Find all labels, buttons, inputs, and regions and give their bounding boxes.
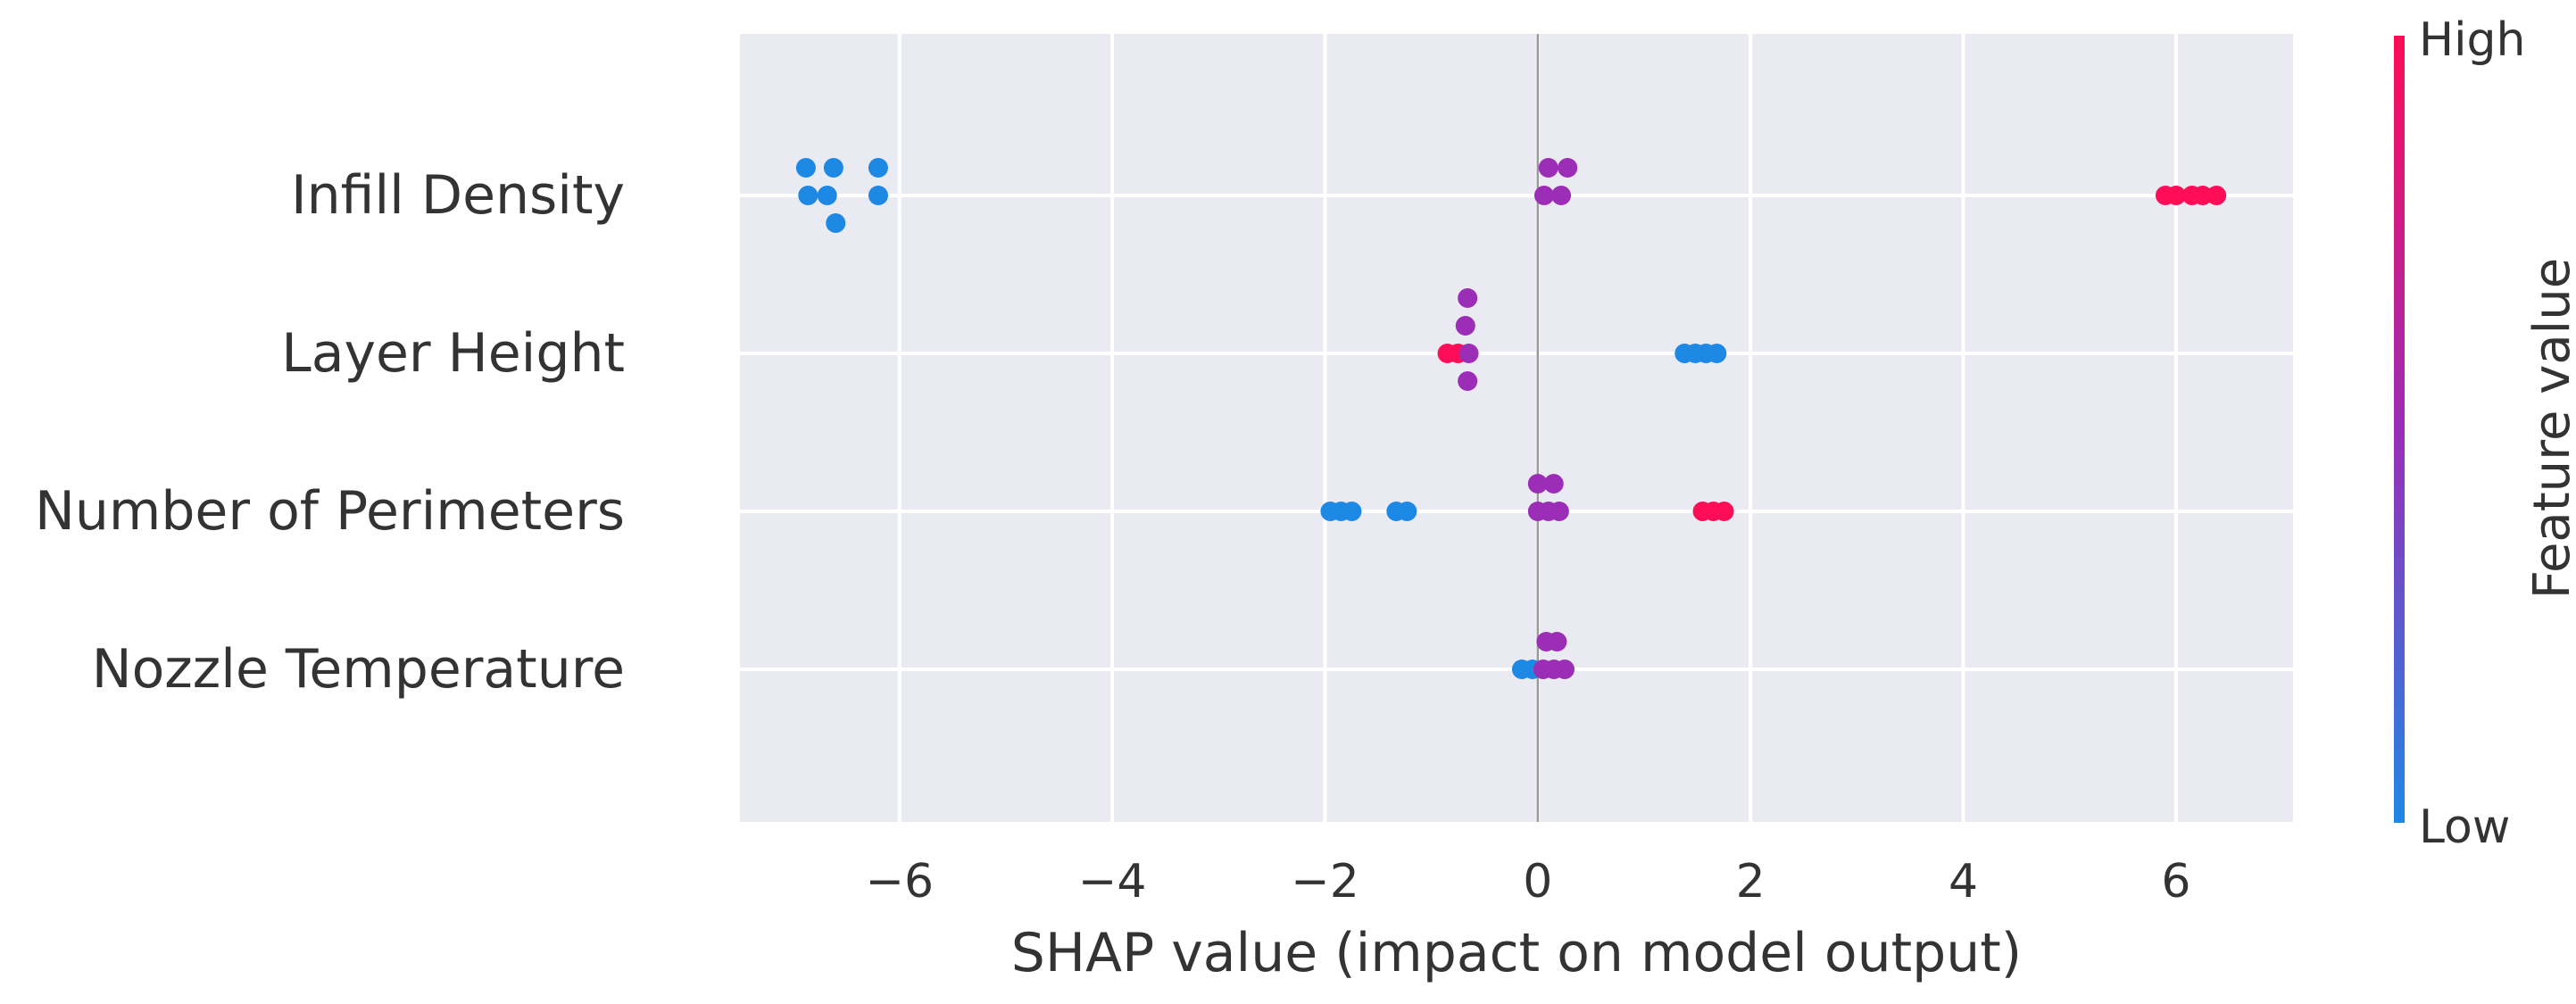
colorbar-title: Feature value (2523, 258, 2576, 599)
shap-point (2165, 186, 2186, 205)
shap-point (1458, 288, 1478, 308)
x-tick-labels: −6 −4 −2 0 2 4 6 (865, 855, 2190, 909)
feature-label: Infill Density (291, 164, 625, 227)
shap-point (1458, 371, 1478, 391)
x-axis-label: SHAP value (impact on model output) (1011, 922, 2022, 984)
shap-point (1397, 502, 1417, 521)
shap-point (1543, 474, 1564, 494)
shap-point (826, 213, 846, 233)
shap-point (1538, 158, 1558, 178)
x-tick-label: −6 (865, 855, 934, 909)
shap-point (1455, 316, 1475, 336)
shap-point (1558, 158, 1578, 178)
shap-point (798, 186, 819, 205)
shap-point (817, 186, 837, 205)
x-tick-label: −2 (1291, 855, 1359, 909)
shap-point (1714, 502, 1734, 521)
x-tick-label: −4 (1078, 855, 1147, 909)
shap-point (1458, 344, 1479, 363)
shap-point (1549, 502, 1569, 521)
x-tick-label: 4 (1949, 855, 1978, 909)
shap-point (1554, 660, 1575, 679)
feature-label: Layer Height (281, 322, 625, 385)
feature-label: Nozzle Temperature (92, 638, 625, 701)
plot-area (740, 34, 2293, 822)
shap-point (795, 158, 816, 178)
colorbar-high-label: High (2419, 13, 2526, 67)
shap-point (2206, 186, 2227, 205)
shap-point (1533, 186, 1554, 205)
colorbar-low-label: Low (2419, 801, 2510, 854)
shap-point (1707, 344, 1727, 363)
shap-point (1547, 632, 1567, 651)
shap-point (1551, 186, 1572, 205)
feature-label: Number of Perimeters (35, 480, 625, 543)
shap-point (868, 158, 888, 178)
x-tick-label: 6 (2161, 855, 2190, 909)
shap-point (2192, 186, 2213, 205)
shap-point (1342, 502, 1362, 521)
feature-labels: Infill Density Layer Height Number of Peri… (35, 164, 625, 701)
x-tick-label: 0 (1523, 855, 1552, 909)
shap-points (795, 158, 2227, 679)
shap-point (868, 186, 888, 205)
x-tick-label: 2 (1736, 855, 1766, 909)
shap-point (823, 158, 843, 178)
shap-point (1527, 474, 1548, 494)
colorbar (2394, 36, 2405, 823)
